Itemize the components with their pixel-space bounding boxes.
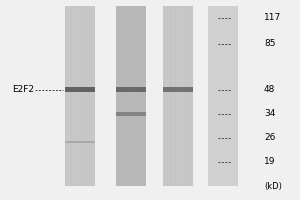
Bar	[208, 6, 238, 186]
Text: 117: 117	[264, 14, 281, 22]
Text: 85: 85	[264, 40, 275, 48]
Text: 48: 48	[264, 85, 275, 94]
Bar	[116, 87, 146, 92]
Text: 34: 34	[264, 110, 275, 118]
Bar	[164, 87, 194, 92]
Bar	[64, 141, 94, 143]
Text: (kD): (kD)	[264, 182, 282, 192]
Bar	[64, 87, 94, 92]
Bar	[116, 6, 146, 186]
Bar	[116, 112, 146, 116]
Text: E2F2: E2F2	[12, 85, 34, 94]
Bar	[64, 6, 94, 186]
Text: 19: 19	[264, 158, 275, 166]
Bar	[164, 6, 194, 186]
Text: 26: 26	[264, 134, 275, 142]
